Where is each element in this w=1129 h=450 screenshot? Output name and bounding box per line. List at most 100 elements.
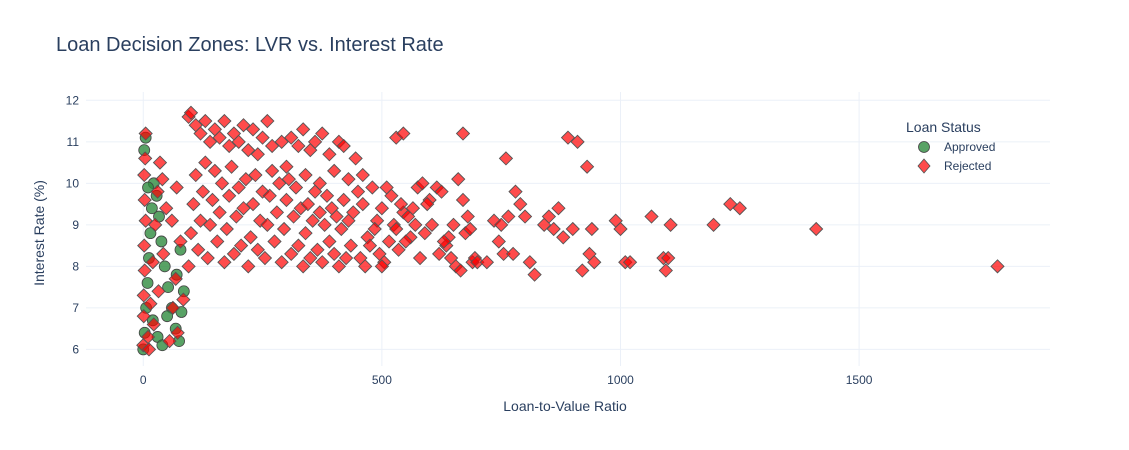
data-point-rejected[interactable] xyxy=(312,205,327,220)
data-point-rejected[interactable] xyxy=(260,113,275,129)
data-point-rejected[interactable] xyxy=(551,201,566,216)
data-point-rejected[interactable] xyxy=(565,221,580,237)
data-point-rejected[interactable] xyxy=(169,180,184,195)
data-point-rejected[interactable] xyxy=(398,234,413,249)
data-point-rejected[interactable] xyxy=(527,267,542,282)
data-point-rejected[interactable] xyxy=(243,230,258,245)
data-point-rejected[interactable] xyxy=(334,221,349,237)
data-point-rejected[interactable] xyxy=(212,130,227,145)
data-point-rejected[interactable] xyxy=(327,163,342,179)
data-point-rejected[interactable] xyxy=(267,234,282,249)
data-point-rejected[interactable] xyxy=(470,255,485,270)
data-point-rejected[interactable] xyxy=(732,201,747,216)
data-point-rejected[interactable] xyxy=(284,130,299,145)
data-point-rejected[interactable] xyxy=(661,250,676,266)
data-point-rejected[interactable] xyxy=(374,201,390,216)
data-point-approved[interactable] xyxy=(162,281,174,294)
data-point-rejected[interactable] xyxy=(233,238,249,253)
data-point-rejected[interactable] xyxy=(181,259,196,274)
data-point-rejected[interactable] xyxy=(241,142,256,158)
data-point-rejected[interactable] xyxy=(284,246,299,262)
data-point-rejected[interactable] xyxy=(193,126,208,141)
data-point-rejected[interactable] xyxy=(396,126,411,141)
data-point-rejected[interactable] xyxy=(310,242,325,257)
data-point-rejected[interactable] xyxy=(217,255,232,270)
data-point-rejected[interactable] xyxy=(150,184,165,199)
data-point-rejected[interactable] xyxy=(508,184,523,199)
data-point-rejected[interactable] xyxy=(136,288,151,303)
data-point-rejected[interactable] xyxy=(498,151,514,166)
data-point-rejected[interactable] xyxy=(255,130,270,145)
data-point-rejected[interactable] xyxy=(453,263,468,278)
data-point-rejected[interactable] xyxy=(136,309,151,324)
data-point-rejected[interactable] xyxy=(348,151,363,166)
data-point-rejected[interactable] xyxy=(291,238,306,253)
data-point-rejected[interactable] xyxy=(250,147,265,162)
data-point-rejected[interactable] xyxy=(415,176,430,191)
data-point-rejected[interactable] xyxy=(217,113,232,129)
data-point-rejected[interactable] xyxy=(389,221,404,237)
data-point-rejected[interactable] xyxy=(183,226,199,241)
data-point-rejected[interactable] xyxy=(723,196,738,212)
data-point-approved[interactable] xyxy=(142,181,154,194)
data-point-rejected[interactable] xyxy=(587,255,602,270)
data-point-rejected[interactable] xyxy=(412,250,428,266)
data-point-rejected[interactable] xyxy=(226,246,242,262)
legend-item-rejected[interactable]: Rejected xyxy=(917,158,991,174)
data-point-rejected[interactable] xyxy=(496,246,511,262)
legend-item-approved[interactable]: Approved xyxy=(918,140,996,154)
data-point-rejected[interactable] xyxy=(579,159,595,174)
data-point-rejected[interactable] xyxy=(276,221,292,237)
data-point-approved[interactable] xyxy=(141,277,154,289)
data-point-rejected[interactable] xyxy=(200,250,215,266)
data-point-rejected[interactable] xyxy=(338,250,354,266)
data-point-rejected[interactable] xyxy=(279,159,294,174)
data-point-rejected[interactable] xyxy=(622,255,638,270)
data-point-rejected[interactable] xyxy=(358,259,373,274)
data-point-rejected[interactable] xyxy=(455,192,471,208)
data-point-rejected[interactable] xyxy=(584,221,599,237)
data-point-rejected[interactable] xyxy=(424,217,440,232)
data-point-rejected[interactable] xyxy=(214,176,230,191)
data-point-rejected[interactable] xyxy=(381,234,397,249)
data-point-rejected[interactable] xyxy=(152,155,168,170)
data-point-rejected[interactable] xyxy=(315,126,330,141)
data-point-rejected[interactable] xyxy=(269,205,285,220)
data-point-rejected[interactable] xyxy=(236,201,251,216)
data-point-rejected[interactable] xyxy=(420,196,435,212)
data-point-rejected[interactable] xyxy=(303,250,318,266)
data-point-rejected[interactable] xyxy=(281,172,296,187)
data-point-rejected[interactable] xyxy=(238,172,254,187)
data-point-rejected[interactable] xyxy=(286,209,301,224)
data-point-rejected[interactable] xyxy=(312,176,327,191)
data-point-rejected[interactable] xyxy=(658,263,673,278)
data-point-rejected[interactable] xyxy=(644,209,659,224)
data-point-rejected[interactable] xyxy=(513,196,528,212)
data-point-rejected[interactable] xyxy=(405,201,421,216)
data-point-rejected[interactable] xyxy=(505,246,521,262)
data-point-rejected[interactable] xyxy=(260,217,275,232)
data-point-rejected[interactable] xyxy=(365,180,380,195)
data-point-rejected[interactable] xyxy=(198,113,213,129)
data-point-rejected[interactable] xyxy=(393,196,409,212)
data-point-rejected[interactable] xyxy=(436,234,452,249)
data-point-rejected[interactable] xyxy=(517,209,533,224)
data-point-rejected[interactable] xyxy=(205,192,220,208)
data-point-rejected[interactable] xyxy=(264,163,280,179)
data-point-rejected[interactable] xyxy=(355,196,370,212)
data-point-rejected[interactable] xyxy=(264,138,280,154)
data-point-rejected[interactable] xyxy=(432,246,447,262)
data-point-rejected[interactable] xyxy=(186,196,201,212)
data-point-rejected[interactable] xyxy=(272,176,287,191)
data-point-rejected[interactable] xyxy=(207,163,222,179)
data-point-rejected[interactable] xyxy=(241,259,256,274)
data-point-rejected[interactable] xyxy=(355,167,370,183)
data-point-rejected[interactable] xyxy=(138,126,153,141)
data-point-rejected[interactable] xyxy=(231,180,246,195)
data-point-rejected[interactable] xyxy=(322,234,337,249)
data-point-rejected[interactable] xyxy=(138,213,153,228)
data-point-rejected[interactable] xyxy=(307,134,323,149)
data-point-rejected[interactable] xyxy=(222,188,237,203)
data-point-rejected[interactable] xyxy=(479,255,495,270)
data-point-rejected[interactable] xyxy=(575,263,590,278)
